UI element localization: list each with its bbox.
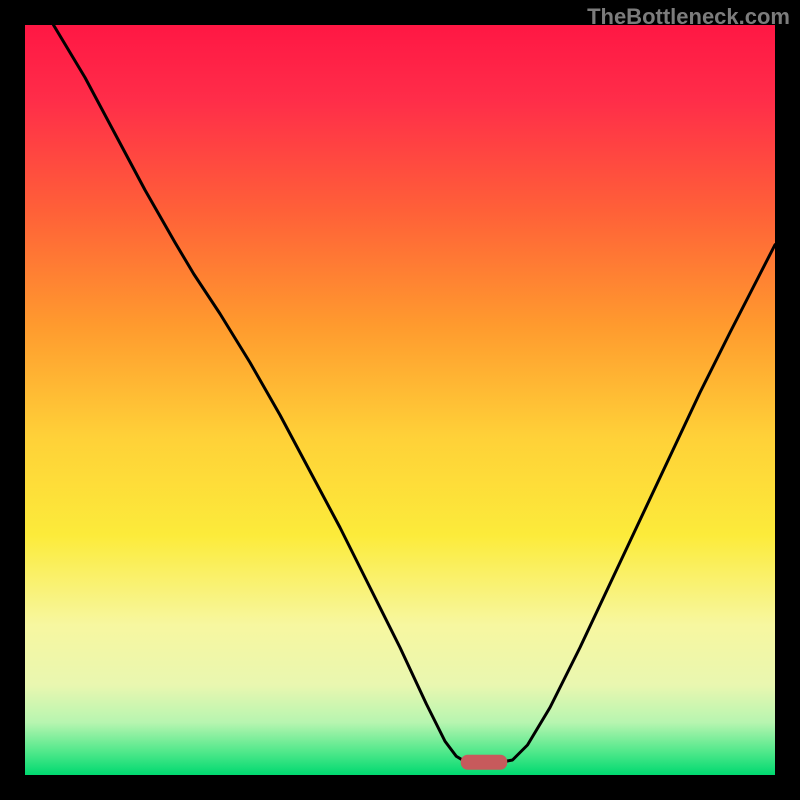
chart-container: TheBottleneck.com xyxy=(0,0,800,800)
gradient-background xyxy=(25,25,775,775)
plot-area xyxy=(25,25,775,775)
optimal-marker xyxy=(461,755,508,770)
plot-svg xyxy=(25,25,775,775)
